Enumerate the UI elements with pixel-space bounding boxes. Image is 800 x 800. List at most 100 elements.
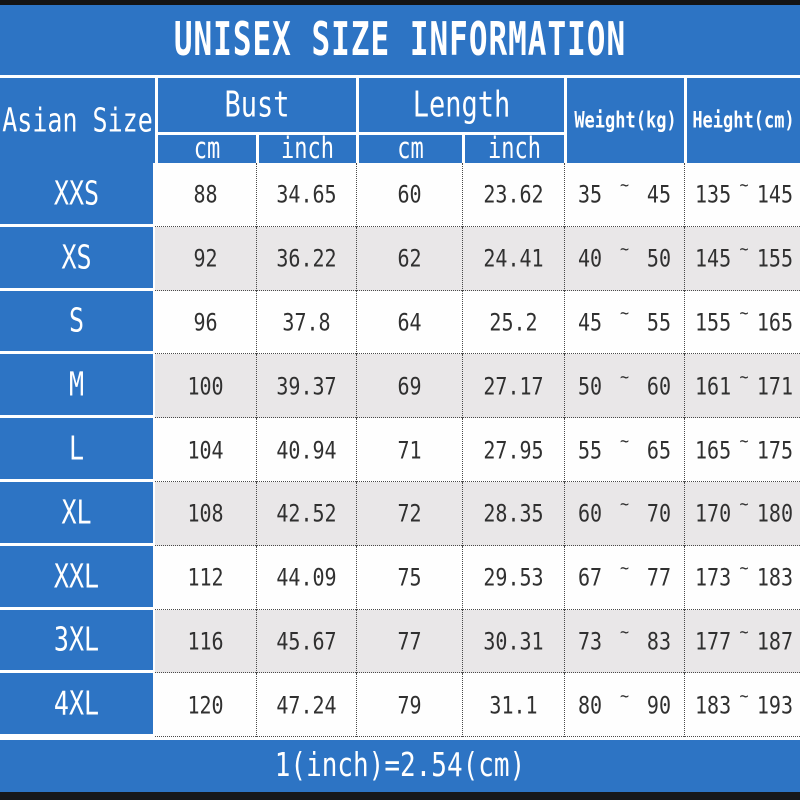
table-row-xxl: XXL 112 44.09 75 29.53 67 ~77 173 ~183: [0, 545, 800, 610]
size-cell: 3XL: [0, 609, 155, 674]
length-inch-cell: 27.95: [462, 418, 564, 482]
weight-range-cell: 60 ~70: [564, 481, 684, 546]
bust-inch-cell: 44.09: [256, 545, 356, 610]
length-cm-cell: 69: [356, 354, 462, 419]
length-cm-cell: 79: [356, 673, 462, 738]
header-weight: Weight(kg): [564, 78, 684, 163]
table-body: XXS 88 34.65 60 23.62 35 ~45 135 ~145 XS 9…: [0, 163, 800, 738]
tilde: ~: [619, 430, 630, 451]
tilde: ~: [739, 303, 749, 323]
size-cell: XS: [0, 226, 155, 291]
table-row-l: L 104 40.94 71 27.95 55 ~65 165 ~175: [0, 418, 800, 482]
table-row-m: M 100 39.37 69 27.17 50 ~60 161 ~171: [0, 354, 800, 419]
height-range-cell: 135 ~145: [684, 163, 800, 227]
header-bust-cm: cm: [155, 132, 256, 163]
top-frame-bar: [0, 0, 800, 5]
conversion-note: 1(inch)=2.54(cm): [274, 747, 526, 785]
length-cm-cell: 77: [356, 609, 462, 674]
table-row-xs: XS 92 36.22 62 24.41 40 ~50 145 ~155: [0, 226, 800, 291]
header-asian-size: Asian Size: [0, 78, 155, 163]
title-band: UNISEX SIZE INFORMATION: [0, 5, 800, 75]
weight-range-cell: 73 ~83: [564, 609, 684, 674]
table-row-4xl: 4XL 120 47.24 79 31.1 80 ~90 183 ~193: [0, 673, 800, 738]
bust-cm-cell: 96: [155, 291, 256, 355]
size-cell: XL: [0, 481, 155, 546]
length-inch-cell: 28.35: [462, 481, 564, 546]
length-inch-cell: 27.17: [462, 354, 564, 419]
table-row-xl: XL 108 42.52 72 28.35 60 ~70 170 ~180: [0, 481, 800, 546]
length-cm-cell: 60: [356, 163, 462, 227]
bust-cm-cell: 104: [155, 418, 256, 482]
header-length-group: Length: [356, 78, 564, 132]
bust-cm-cell: 112: [155, 546, 256, 610]
tilde: ~: [619, 558, 630, 579]
bust-cm-cell: 108: [155, 482, 256, 546]
bust-inch-cell: 40.94: [256, 418, 356, 482]
length-inch-cell: 29.53: [462, 545, 564, 610]
length-inch-cell: 24.41: [462, 226, 564, 291]
height-range-cell: 177 ~187: [684, 609, 800, 674]
bottom-frame-bar: [0, 792, 800, 800]
bust-inch-cell: 34.65: [256, 163, 356, 227]
bust-cm-cell: 88: [155, 163, 256, 227]
tilde: ~: [619, 622, 630, 642]
height-range-cell: 165 ~175: [684, 418, 800, 482]
height-range-cell: 170 ~180: [684, 481, 800, 546]
tilde: ~: [619, 303, 630, 323]
table-row-s: S 96 37.8 64 25.2 45 ~55 155 ~165: [0, 290, 800, 355]
length-cm-cell: 72: [356, 481, 462, 546]
length-cm-cell: 64: [356, 290, 462, 355]
length-inch-cell: 30.31: [462, 609, 564, 674]
height-range-cell: 161 ~171: [684, 354, 800, 419]
header-bust-group: Bust: [155, 78, 356, 132]
tilde: ~: [739, 685, 749, 706]
table-row-3xl: 3XL 116 45.67 77 30.31 73 ~83 177 ~187: [0, 609, 800, 674]
page-title: UNISEX SIZE INFORMATION: [173, 13, 627, 67]
bust-cm-cell: 120: [155, 673, 256, 738]
weight-range-cell: 35 ~45: [564, 163, 684, 227]
length-inch-cell: 25.2: [462, 290, 564, 355]
tilde: ~: [619, 685, 630, 706]
bust-inch-cell: 42.52: [256, 481, 356, 546]
weight-range-cell: 50 ~60: [564, 354, 684, 419]
size-cell: M: [0, 354, 155, 419]
tilde: ~: [619, 239, 630, 260]
tilde: ~: [739, 239, 749, 260]
size-cell: S: [0, 290, 155, 355]
size-cell: 4XL: [0, 673, 155, 738]
weight-range-cell: 45 ~55: [564, 290, 684, 355]
bust-cm-cell: 100: [155, 354, 256, 419]
header-length-cm: cm: [356, 132, 462, 163]
bust-inch-cell: 47.24: [256, 673, 356, 738]
tilde: ~: [739, 494, 749, 515]
weight-range-cell: 55 ~65: [564, 418, 684, 482]
length-inch-cell: 31.1: [462, 673, 564, 738]
weight-range-cell: 80 ~90: [564, 673, 684, 738]
weight-range-cell: 40 ~50: [564, 226, 684, 291]
bust-cm-cell: 116: [155, 610, 256, 674]
length-inch-cell: 23.62: [462, 163, 564, 227]
header-bust-inch: inch: [256, 132, 356, 163]
size-cell: XXL: [0, 545, 155, 610]
tilde: ~: [739, 558, 749, 579]
tilde: ~: [739, 175, 749, 196]
height-range-cell: 145 ~155: [684, 226, 800, 291]
tilde: ~: [739, 622, 749, 642]
height-range-cell: 183 ~193: [684, 673, 800, 738]
tilde: ~: [739, 366, 749, 387]
table-header: Asian Size Bust Length Weight(kg) Height…: [0, 78, 800, 163]
length-cm-cell: 71: [356, 418, 462, 482]
size-cell: XXS: [0, 163, 155, 227]
tilde: ~: [619, 366, 630, 387]
bust-cm-cell: 92: [155, 227, 256, 291]
bust-inch-cell: 45.67: [256, 609, 356, 674]
divider: [0, 737, 800, 741]
length-cm-cell: 75: [356, 545, 462, 610]
divider: [0, 75, 800, 78]
tilde: ~: [619, 494, 630, 515]
bust-inch-cell: 36.22: [256, 226, 356, 291]
size-cell: L: [0, 418, 155, 482]
tilde: ~: [739, 430, 749, 451]
weight-range-cell: 67 ~77: [564, 545, 684, 610]
